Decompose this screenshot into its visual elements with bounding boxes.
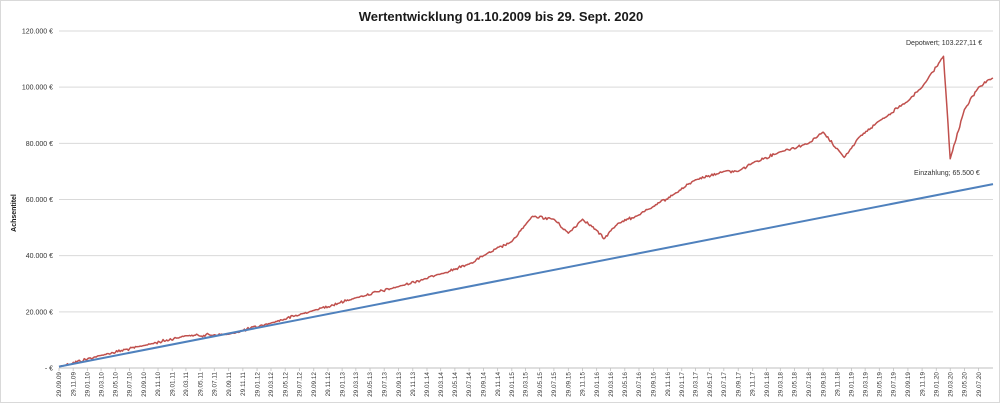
x-tick-label: 29.05.15 xyxy=(537,372,544,397)
y-tick-label: 100.000 € xyxy=(22,85,53,92)
x-tick-label: 29.11.14 xyxy=(495,372,502,397)
x-tick-label: 29.07.12 xyxy=(297,372,304,397)
x-tick-label: 29.03.19 xyxy=(862,372,869,397)
x-tick-label: 29.05.16 xyxy=(622,372,629,397)
y-tick-label: 80.000 € xyxy=(26,141,53,148)
x-tick-label: 29.07.17 xyxy=(721,372,728,397)
x-tick-label: 29.09.19 xyxy=(905,372,912,397)
x-tick-label: 29.09.09 xyxy=(56,372,63,397)
x-tick-label: 29.01.11 xyxy=(169,372,176,397)
x-tick-label: 29.07.20 xyxy=(976,372,983,397)
chart-title: Wertentwicklung 01.10.2009 bis 29. Sept.… xyxy=(359,9,643,24)
x-tick-label: 29.05.14 xyxy=(452,372,459,397)
x-tick-label: 29.05.11 xyxy=(197,372,204,397)
series-line-einzahlung xyxy=(58,183,994,368)
x-tick-label: 29.11.18 xyxy=(835,372,842,397)
x-tick-label: 29.03.18 xyxy=(778,372,785,397)
x-tick-label: 29.01.16 xyxy=(594,372,601,397)
x-tick-label: 29.09.13 xyxy=(396,372,403,397)
x-tick-label: 29.07.13 xyxy=(381,372,388,397)
x-tick-label: 29.01.18 xyxy=(764,372,771,397)
x-tick-label: 29.09.17 xyxy=(735,372,742,397)
x-tick-labels: 29.09.09 29.11.09 29.01.10 29.03.10 29.05.10… xyxy=(56,368,983,397)
x-tick-label: 29.01.14 xyxy=(424,372,431,397)
x-tick-label: 29.03.12 xyxy=(268,372,275,397)
x-tick-label: 29.03.14 xyxy=(438,372,445,397)
x-tick-label: 29.07.11 xyxy=(212,372,219,397)
grid-lines xyxy=(59,30,993,369)
x-tick-label: 29.11.09 xyxy=(70,372,77,397)
x-tick-label: 29.01.12 xyxy=(254,372,261,397)
y-tick-label: 60.000 € xyxy=(26,197,53,204)
x-tick-label: 29.09.10 xyxy=(141,372,148,397)
x-tick-label: 29.11.13 xyxy=(410,372,417,397)
x-tick-label: 29.09.18 xyxy=(820,372,827,397)
x-tick-label: 29.03.11 xyxy=(183,372,190,397)
x-tick-label: 29.07.10 xyxy=(127,372,134,397)
x-tick-label: 29.01.20 xyxy=(934,372,941,397)
x-tick-label: 29.07.14 xyxy=(466,372,473,397)
series-line-depotwert xyxy=(58,55,994,368)
x-tick-label: 29.07.16 xyxy=(636,372,643,397)
x-tick-label: 29.07.19 xyxy=(891,372,898,397)
x-tick-label: 29.11.15 xyxy=(580,372,587,397)
x-tick-label: 29.03.13 xyxy=(353,372,360,397)
y-tick-label: - € xyxy=(45,366,53,373)
x-tick-label: 29.03.17 xyxy=(693,372,700,397)
y-axis-label: Achsentitel xyxy=(11,194,18,232)
series-layer xyxy=(58,55,994,368)
x-tick-label: 29.07.15 xyxy=(551,372,558,397)
x-tick-label: 29.11.19 xyxy=(919,372,926,397)
x-tick-label: 29.07.18 xyxy=(806,372,813,397)
x-tick-label: 29.05.19 xyxy=(877,372,884,397)
x-tick-label: 29.09.14 xyxy=(481,372,488,397)
x-tick-label: 29.11.10 xyxy=(155,372,162,397)
x-tick-label: 29.05.17 xyxy=(707,372,714,397)
x-tick-label: 29.03.10 xyxy=(98,372,105,397)
x-tick-label: 29.11.11 xyxy=(240,372,247,396)
x-tick-label: 29.09.15 xyxy=(566,372,573,397)
x-tick-label: 29.09.11 xyxy=(226,372,233,397)
x-tick-label: 29.01.13 xyxy=(339,372,346,397)
x-tick-label: 29.05.12 xyxy=(282,372,289,397)
x-tick-label: 29.09.12 xyxy=(311,372,318,397)
x-tick-label: 29.05.18 xyxy=(792,372,799,397)
annotation-einzahlung: Einzahlung; 65.500 € xyxy=(914,170,980,177)
y-tick-label: 120.000 € xyxy=(22,29,53,36)
x-tick-label: 29.11.16 xyxy=(665,372,672,397)
x-tick-label: 29.01.17 xyxy=(679,372,686,397)
y-tick-label: 20.000 € xyxy=(26,309,53,316)
x-tick-label: 29.01.15 xyxy=(509,372,516,397)
x-tick-label: 29.05.20 xyxy=(962,372,969,397)
x-tick-label: 29.11.12 xyxy=(325,372,332,397)
annotation-depotwert: Depotwert; 103.227,11 € xyxy=(906,40,982,47)
x-tick-label: 29.03.16 xyxy=(608,372,615,397)
x-tick-label: 29.01.10 xyxy=(85,372,92,397)
x-tick-label: 29.09.16 xyxy=(651,372,658,397)
x-tick-label: 29.03.15 xyxy=(523,372,530,397)
y-tick-labels: - € 20.000 € 40.000 € 60.000 € 80.000 € 100.0… xyxy=(22,29,53,373)
x-tick-label: 29.01.19 xyxy=(849,372,856,397)
x-tick-label: 29.05.13 xyxy=(367,372,374,397)
x-tick-label: 29.11.17 xyxy=(750,372,757,397)
y-tick-label: 40.000 € xyxy=(26,253,53,260)
x-tick-label: 29.05.10 xyxy=(113,372,120,397)
x-tick-label: 29.03.20 xyxy=(947,372,954,397)
